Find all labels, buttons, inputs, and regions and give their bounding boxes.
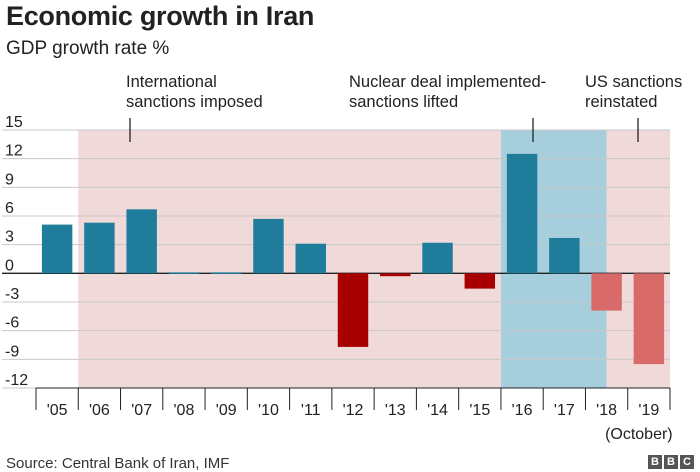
bar: [337, 273, 369, 347]
x-tick-label: '15: [469, 402, 490, 419]
x-tick-label: '07: [131, 402, 152, 419]
bar: [126, 209, 157, 274]
y-tick-label: 9: [5, 171, 14, 188]
chart-title: Economic growth in Iran: [6, 1, 315, 31]
x-tick-label: '16: [512, 402, 533, 419]
bar: [84, 222, 115, 274]
bar: [168, 272, 200, 274]
x-tick-label: '12: [343, 402, 364, 419]
chart-subtitle: GDP growth rate %: [6, 38, 170, 59]
annotation-label: International: [126, 73, 217, 91]
x-tick-label: '13: [385, 402, 406, 419]
y-tick-label: 0: [5, 257, 14, 274]
x-tick-label: '17: [554, 402, 575, 419]
bar: [549, 237, 580, 274]
x-tick-label: '11: [301, 402, 321, 419]
x-tick-label: '18: [596, 402, 617, 419]
y-tick-label: -9: [5, 343, 19, 360]
x-tick-label: '09: [216, 402, 237, 419]
bar: [295, 243, 326, 274]
x-note-label: (October): [605, 426, 673, 443]
bar: [506, 153, 538, 274]
annotation-label: Nuclear deal implemented-: [349, 73, 546, 91]
annotation-label: US sanctions: [585, 73, 682, 91]
y-tick-label: 3: [5, 229, 14, 246]
bar: [253, 218, 284, 274]
bar: [633, 273, 665, 365]
y-tick-label: -3: [5, 286, 19, 303]
bar: [41, 224, 73, 274]
y-tick-label: 15: [5, 114, 23, 131]
y-tick-label: -12: [5, 372, 28, 389]
y-tick-label: 12: [5, 143, 23, 160]
x-tick-label: '08: [174, 402, 195, 419]
annotation-label: sanctions imposed: [126, 93, 263, 111]
x-tick-label: '06: [89, 402, 110, 419]
y-tick-label: -6: [5, 315, 19, 332]
bar: [380, 273, 411, 277]
x-tick-label: '05: [47, 402, 68, 419]
bar: [591, 273, 622, 311]
source-note: Source: Central Bank of Iran, IMF: [6, 455, 230, 472]
x-tick-label: '19: [638, 402, 659, 419]
annotation-label: reinstated: [585, 93, 657, 111]
bar: [422, 242, 453, 274]
bar: [464, 273, 496, 289]
bar: [210, 272, 242, 274]
x-tick-label: '10: [258, 402, 279, 419]
bar-chart: 15 12 9 6 3 0 -3 -6 -9 -12 '05 '06 '07 '08 '09 '10 '11 '1…: [2, 73, 682, 443]
annotation-label: sanctions lifted: [349, 93, 458, 111]
x-tick-label: '14: [427, 402, 448, 419]
y-tick-label: 6: [5, 200, 14, 217]
